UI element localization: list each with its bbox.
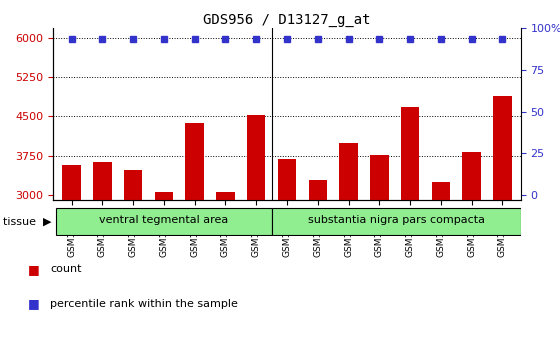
Text: ■: ■: [28, 263, 40, 276]
Bar: [463, 152, 481, 345]
Text: ventral tegmental area: ventral tegmental area: [99, 215, 228, 225]
Bar: [370, 155, 389, 345]
Bar: [93, 162, 111, 345]
Bar: [309, 180, 327, 345]
Bar: [62, 165, 81, 345]
Bar: [272, 208, 521, 235]
Title: GDS956 / D13127_g_at: GDS956 / D13127_g_at: [203, 12, 371, 27]
Bar: [185, 123, 204, 345]
Bar: [124, 170, 142, 345]
Text: percentile rank within the sample: percentile rank within the sample: [50, 299, 238, 308]
Bar: [493, 96, 512, 345]
Bar: [401, 107, 419, 345]
Text: substantia nigra pars compacta: substantia nigra pars compacta: [307, 215, 485, 225]
Bar: [278, 159, 296, 345]
Bar: [56, 208, 272, 235]
Bar: [432, 182, 450, 345]
Bar: [155, 192, 173, 345]
Bar: [247, 116, 265, 345]
Text: count: count: [50, 264, 82, 274]
Bar: [216, 192, 235, 345]
Bar: [339, 142, 358, 345]
Text: tissue  ▶: tissue ▶: [3, 217, 52, 227]
Text: ■: ■: [28, 297, 40, 310]
